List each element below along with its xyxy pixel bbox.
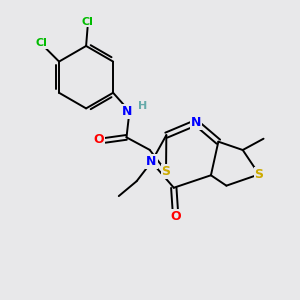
- Text: N: N: [191, 116, 201, 129]
- Text: N: N: [122, 105, 132, 118]
- Text: Cl: Cl: [35, 38, 47, 48]
- Text: O: O: [93, 133, 104, 146]
- Text: N: N: [146, 155, 157, 168]
- Text: S: S: [255, 168, 264, 181]
- Text: Cl: Cl: [82, 16, 94, 27]
- Text: O: O: [170, 210, 181, 223]
- Text: H: H: [138, 101, 148, 111]
- Text: S: S: [161, 165, 170, 178]
